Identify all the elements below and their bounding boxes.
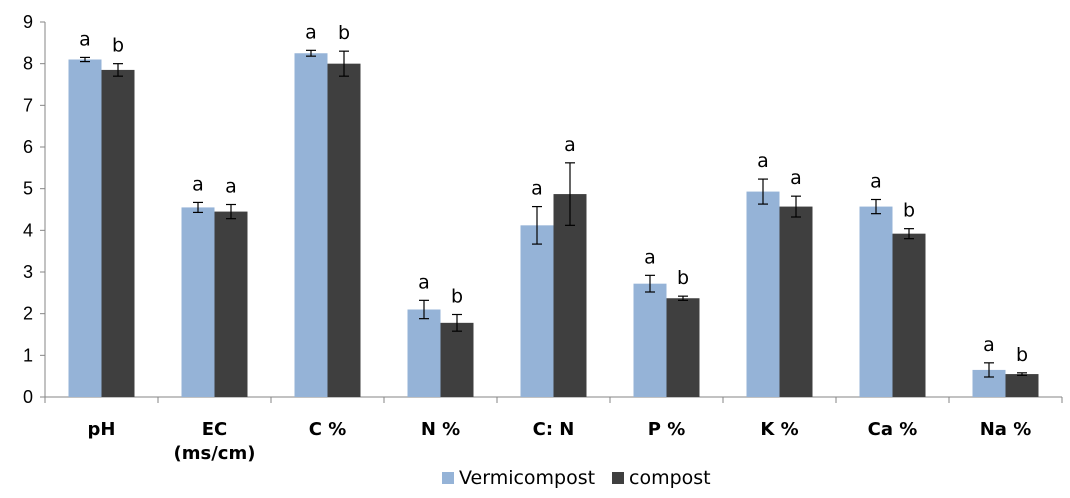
bar-vermicompost [633,283,667,397]
significance-letter: a [305,21,317,43]
y-tick-label: 5 [23,179,33,199]
x-category-label: Na % [980,419,1032,440]
significance-letter: a [983,334,995,356]
bar-vermicompost [859,206,893,397]
legend-swatch-compost [612,472,624,484]
x-category-label: K % [760,419,798,440]
bar-compost [101,69,135,398]
y-tick-label: 0 [23,387,33,407]
y-tick-label: 3 [23,262,33,282]
bar-vermicompost [520,225,554,397]
bar-compost [440,322,474,397]
y-tick-label: 6 [23,137,33,157]
significance-letter: a [757,150,769,172]
legend-swatch-vermicompost [442,472,454,484]
x-category-label: C: N [533,419,575,440]
bar-vermicompost [746,191,780,397]
legend-label-vermicompost: Vermicompost [459,467,595,489]
x-category-label: Ca % [868,419,918,440]
significance-letter: b [112,35,124,57]
significance-letter: b [903,200,915,222]
x-category-label: EC [202,419,228,440]
x-category-label: C % [309,419,347,440]
bars-group [68,53,1039,398]
legend: Vermicompost compost [442,467,711,489]
significance-letter: b [338,22,350,44]
x-category-label: pH [88,419,116,440]
bar-vermicompost [294,53,328,397]
significance-letter: a [644,246,656,268]
significance-letter: a [192,173,204,195]
bar-vermicompost [68,59,102,397]
significance-letter: a [870,171,882,193]
bar-compost [666,298,700,397]
significance-letter: b [677,267,689,289]
bar-vermicompost [181,207,215,397]
bar-compost [1005,374,1039,397]
significance-letter: a [418,271,430,293]
significance-letter: b [1016,344,1028,366]
y-tick-label: 8 [23,54,33,74]
significance-letter: a [564,134,576,156]
y-tick-label: 9 [23,12,33,32]
x-category-label: P % [648,419,686,440]
x-category-label: N % [421,419,460,440]
x-axis: pH EC (ms/cm) C % N % C: N P % K % Ca % Na % [88,419,1032,464]
bar-compost [779,206,813,397]
y-tick-label: 1 [23,345,33,365]
significance-letter: b [451,286,463,308]
bar-compost [327,63,361,398]
y-tick-label: 7 [23,95,33,115]
bar-compost [892,233,926,397]
y-tick-label: 2 [23,304,33,324]
error-bars-group [80,49,1027,378]
bar-vermicompost [407,309,441,397]
significance-letter: a [790,167,802,189]
y-tick-label: 4 [23,220,33,240]
legend-label-compost: compost [629,467,711,489]
significance-letter: a [225,176,237,198]
significance-letter: a [79,28,91,50]
bar-compost [553,194,587,397]
significance-letter: a [531,178,543,200]
bar-compost [214,211,248,397]
x-category-label: (ms/cm) [174,443,256,464]
